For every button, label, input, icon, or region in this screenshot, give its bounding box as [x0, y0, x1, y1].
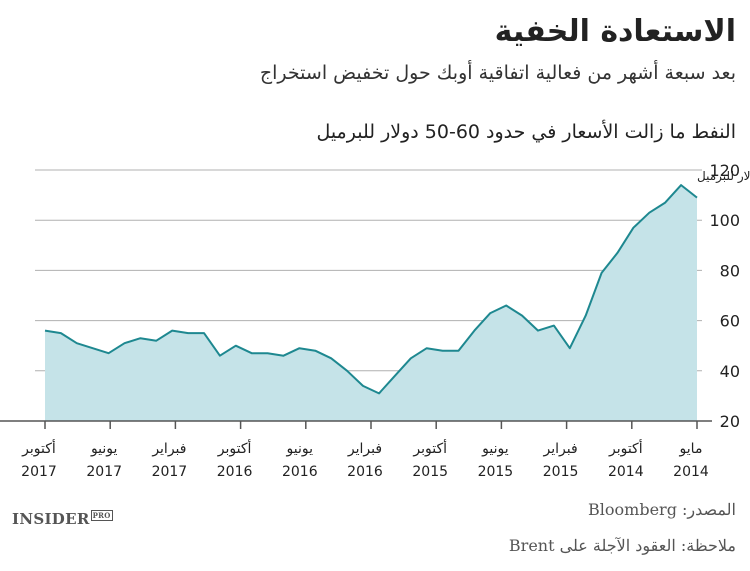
x-tick-month: أكتوبر — [608, 439, 643, 457]
y-tick-label: 120 — [709, 161, 740, 180]
price-area-fill — [45, 185, 697, 421]
chart-subtitle: بعد سبعة أشهر من فعالية اتفاقية أوبك حول… — [259, 62, 736, 84]
x-tick-year: 2014 — [673, 464, 709, 480]
x-tick-month: يونيو — [90, 441, 118, 457]
source-note: المصدر: Bloomberg — [588, 500, 736, 519]
x-tick-month: فبراير — [151, 441, 186, 457]
axes — [0, 420, 712, 429]
logo-badge: PRO — [90, 510, 113, 521]
y-tick-label: 80 — [720, 261, 740, 280]
price-line — [44, 184, 698, 395]
axis-labels: 20 40 60 80 100 120دولار للبرميل مايو 2014 أكتوب… — [21, 161, 750, 480]
chart-headline: النفط ما زالت الأسعار في حدود 60-50 دولا… — [316, 121, 736, 143]
x-tick-year: 2017 — [86, 464, 122, 480]
logo-text: INSIDER — [12, 510, 90, 528]
footnote: ملاحظة: العقود الآجلة على Brent — [508, 536, 736, 555]
y-tick-label: 20 — [720, 412, 740, 431]
x-tick-year: 2016 — [282, 464, 318, 480]
y-tick-label: 100 — [709, 211, 740, 230]
x-tick-year: 2016 — [347, 464, 383, 480]
x-tick-year: 2015 — [478, 464, 514, 480]
x-tick-month: يونيو — [286, 441, 314, 457]
x-tick-month: فبراير — [543, 441, 578, 457]
x-tick-year: 2017 — [152, 464, 188, 480]
y-tick-label: 60 — [720, 312, 740, 331]
x-tick-month: فبراير — [347, 441, 382, 457]
x-tick-month: أكتوبر — [217, 439, 252, 457]
x-tick-year: 2014 — [608, 464, 644, 480]
x-tick-year: 2015 — [412, 464, 448, 480]
y-unit-label: دولار للبرميل — [697, 169, 750, 184]
x-tick-year: 2015 — [543, 464, 579, 480]
x-tick-month: يونيو — [481, 441, 509, 457]
x-tick-month: أكتوبر — [412, 439, 447, 457]
y-tick-label: 40 — [720, 362, 740, 381]
chart-title: الاستعادة الخفية — [494, 14, 736, 49]
price-area — [44, 184, 698, 421]
x-tick-month: مايو — [679, 441, 703, 457]
x-tick-year: 2017 — [21, 464, 57, 480]
oil-price-chart: 20 40 60 80 100 120دولار للبرميل مايو 2014 أكتوب… — [0, 161, 750, 480]
publisher-logo: INSIDER PRO — [12, 510, 113, 528]
x-tick-year: 2016 — [217, 464, 253, 480]
x-tick-month: أكتوبر — [21, 439, 56, 457]
